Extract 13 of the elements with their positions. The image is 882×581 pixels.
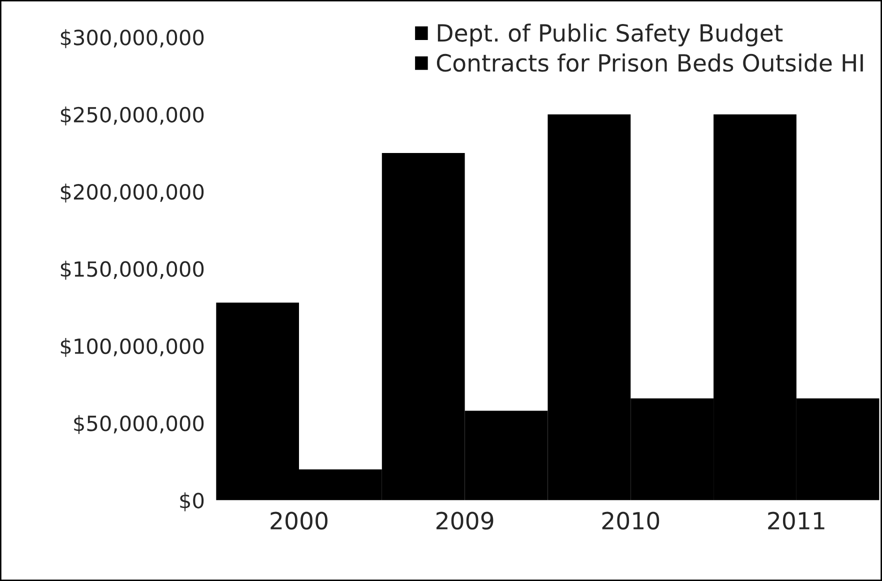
y-tick-label: $0 [180,492,204,512]
y-tick-label: $100,000,000 [60,338,204,357]
y-tick-label: $300,000,000 [60,29,204,48]
legend-label: Dept. of Public Safety Budget [438,24,783,46]
y-tick-label: $150,000,000 [60,260,204,280]
legend-label: Contracts for Prison Beds Outside HI [436,54,863,72]
y-tick-label: $200,000,000 [60,184,204,203]
y-tick-label: $50,000,000 [74,415,204,434]
x-tick-label: 2000 [270,512,328,530]
x-tick-label: 2010 [602,512,660,530]
x-tick-label: 2009 [436,512,494,530]
x-tick-label: 2011 [768,512,824,530]
y-tick-label: $250,000,000 [60,106,204,126]
